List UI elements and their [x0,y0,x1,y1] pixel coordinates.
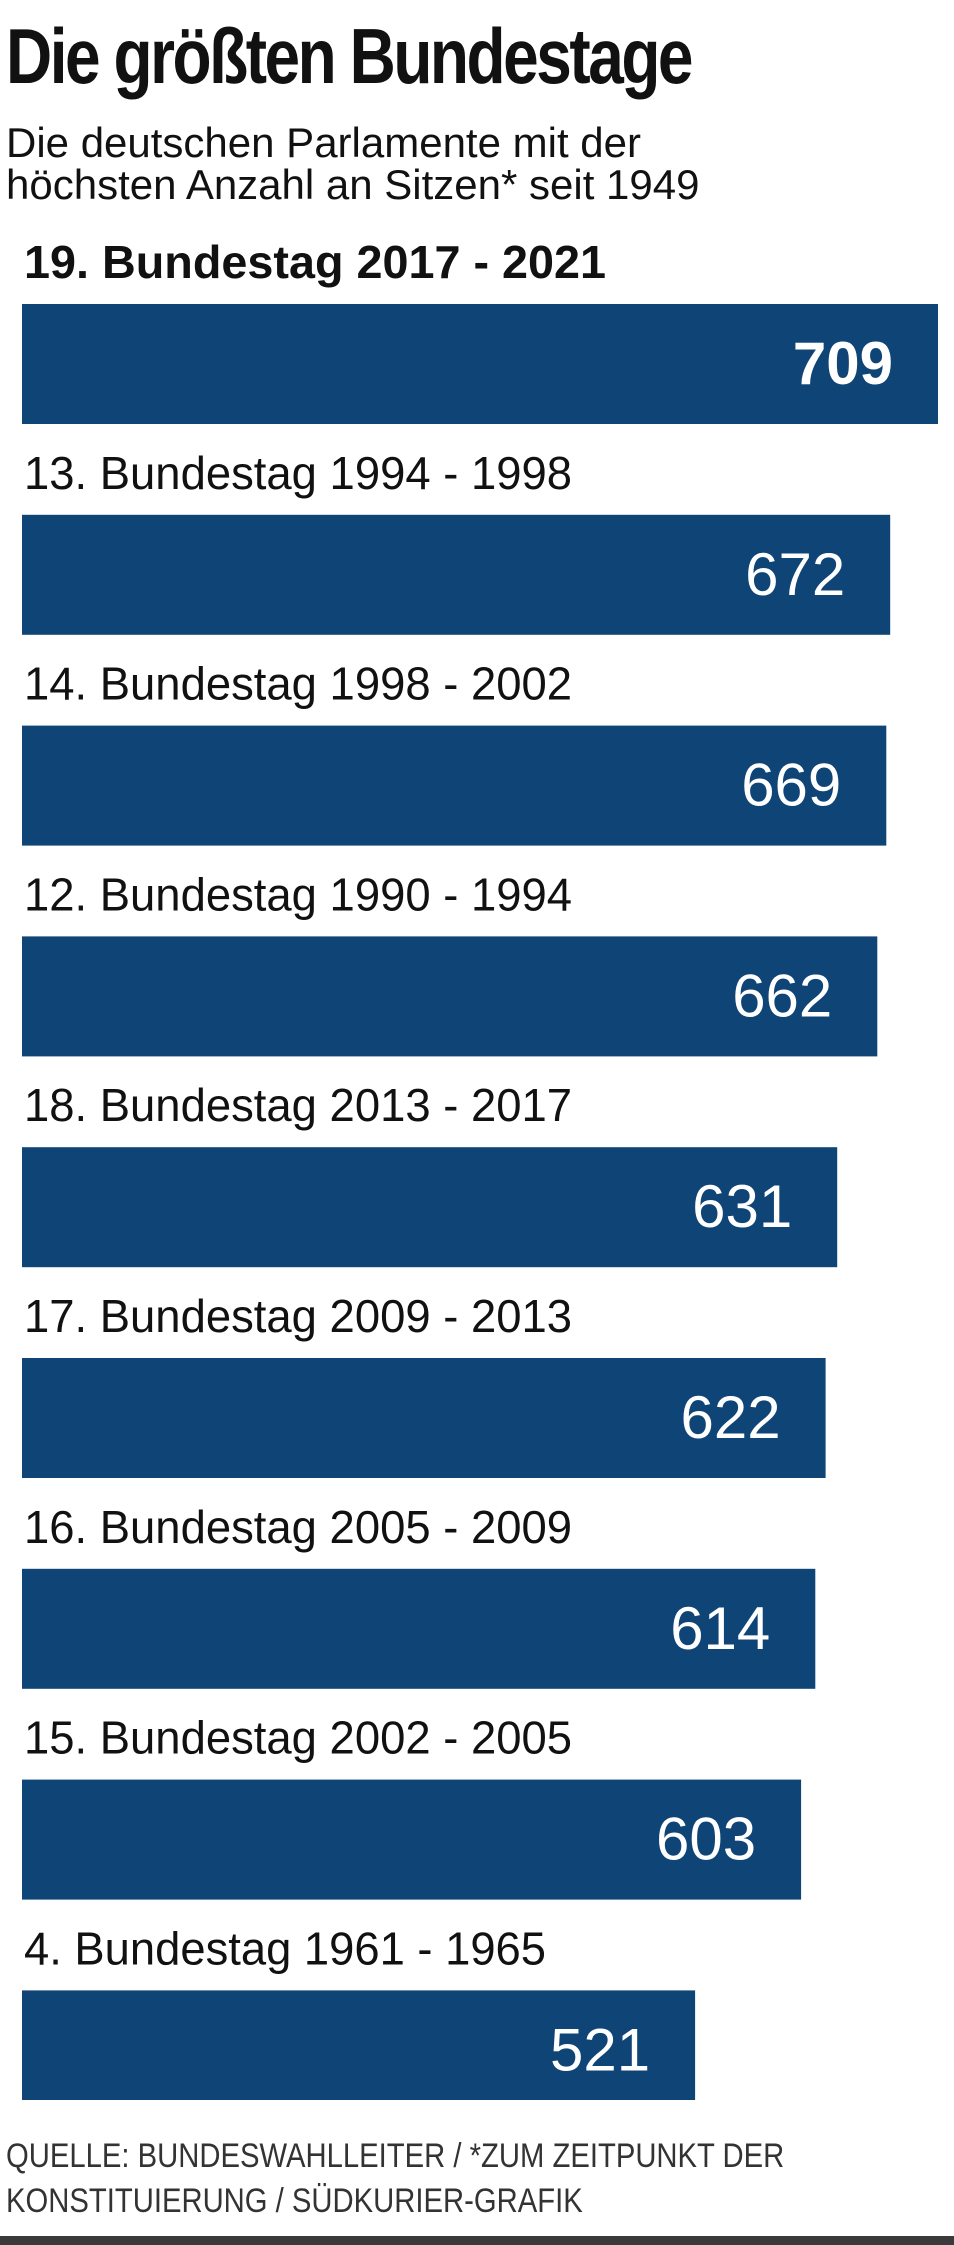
value-label: 709 [793,330,893,397]
bar [22,1568,816,1689]
category-label: 13. Bundestag 1994 - 1998 [24,447,572,499]
category-label: 14. Bundestag 1998 - 2002 [24,658,572,710]
source-line-2: KONSTITUIERUNG / SÜDKURIER-GRAFIK [6,2182,583,2220]
category-label: 18. Bundestag 2013 - 2017 [24,1079,572,1131]
chart-subtitle: Die deutschen Parlamente mit der höchste… [6,122,950,206]
bar [22,1147,838,1268]
chart-title: Die größten Bundestage [6,12,694,100]
bar [22,1358,826,1478]
source-line-1: QUELLE: BUNDESWAHLLEITER / *ZUM ZEITPUNK… [6,2137,785,2175]
bar [22,304,938,424]
bar [22,1990,696,2100]
category-label: 12. Bundestag 1990 - 1994 [24,868,572,920]
bar [22,1779,802,1900]
value-label: 631 [692,1173,792,1240]
category-label: 19. Bundestag 2017 - 2021 [24,238,606,288]
value-label: 672 [745,541,845,608]
bar [22,514,891,635]
category-label: 15. Bundestag 2002 - 2005 [24,1712,572,1764]
value-label: 622 [680,1384,780,1451]
value-label: 521 [550,2016,650,2083]
source-note: QUELLE: BUNDESWAHLLEITER / *ZUM ZEITPUNK… [6,2134,818,2224]
value-label: 669 [741,752,841,819]
bar [22,936,878,1057]
bottom-rule [0,2236,954,2245]
value-label: 603 [656,1806,756,1873]
category-label: 4. Bundestag 1961 - 1965 [24,1922,546,1974]
category-label: 17. Bundestag 2009 - 2013 [24,1290,572,1342]
category-label: 16. Bundestag 2005 - 2009 [24,1501,572,1553]
bar [22,725,887,846]
bar-chart: 19. Bundestag 2017 - 2021 709 13. Bundesta… [22,238,938,2100]
subtitle-line-2: höchsten Anzahl an Sitzen* seit 1949 [6,161,700,208]
value-label: 662 [732,962,832,1029]
subtitle-line-1: Die deutschen Parlamente mit der [6,119,641,166]
value-label: 614 [670,1595,770,1662]
